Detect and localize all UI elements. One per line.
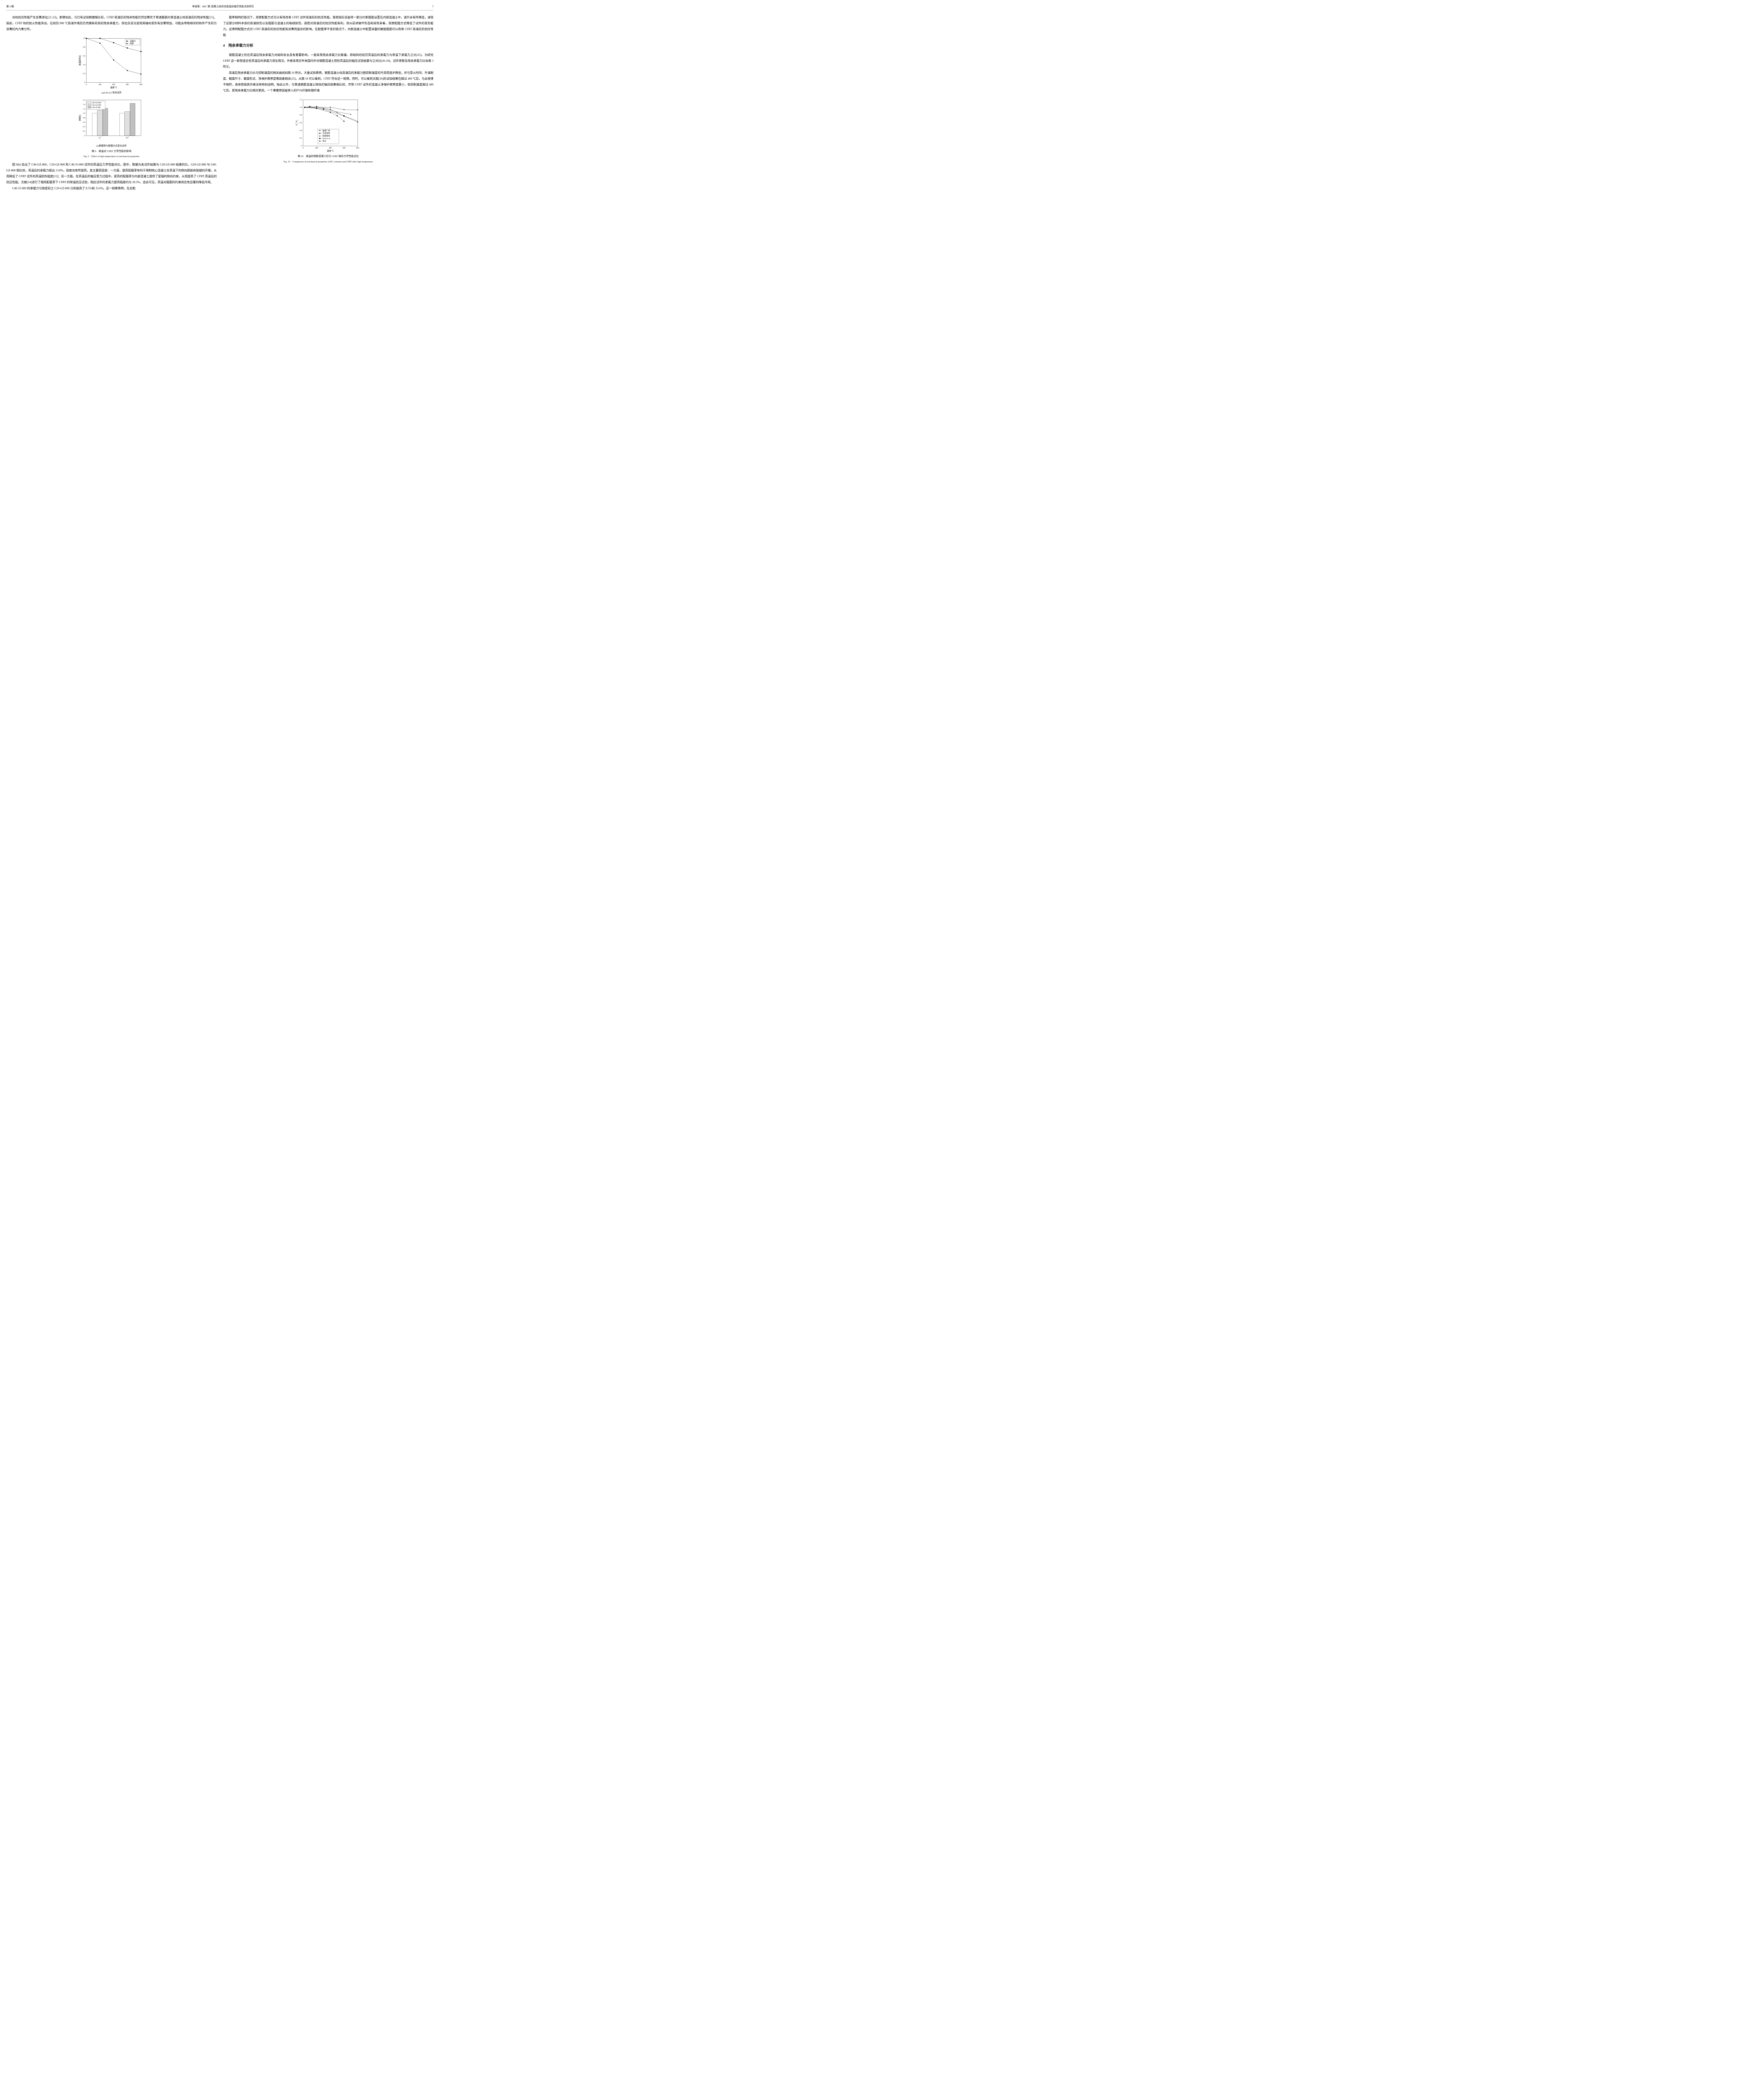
svg-text:0.6: 0.6 (83, 121, 85, 123)
right-para-3: 高温后残余承载力比与控制温度的相关曲线如图 10 所示。大量试验表明，钢筋混凝土… (223, 70, 434, 93)
svg-text:C40-35-800: C40-35-800 (91, 106, 100, 108)
svg-text:800: 800 (139, 83, 143, 85)
svg-text:1.0: 1.0 (83, 112, 85, 114)
svg-text:刚度: 刚度 (130, 42, 134, 45)
fig10-ylabel: NuT/Nu (295, 120, 299, 126)
svg-text:400: 400 (112, 83, 116, 85)
fig9b-bar (130, 103, 135, 136)
svg-text:1.2: 1.2 (300, 99, 302, 101)
fig9a-xticks: 0 200 400 600 800 (86, 82, 142, 85)
svg-text:0.2: 0.2 (83, 72, 85, 74)
svg-text:0.8: 0.8 (83, 117, 85, 119)
fig10-caption-cn: 图 10 高温后钢筋混凝土柱与 CFRT 轴压力学性能对比 (223, 154, 434, 159)
svg-text:0: 0 (84, 134, 86, 136)
svg-text:0: 0 (302, 147, 304, 149)
svg-text:0: 0 (86, 83, 87, 85)
svg-text:Zaidi et al.: Zaidi et al. (323, 137, 331, 139)
fig9b-bar (125, 112, 130, 136)
fig9b-bar (97, 110, 103, 136)
fig9a-xlabel: 温度/℃ (110, 86, 117, 89)
svg-text:1.0: 1.0 (83, 37, 85, 39)
fig9b-bar (92, 113, 97, 136)
page-number: 7 (432, 4, 434, 9)
right-para-1: 箍率相同的情况下，双层配箍方式可以有效改善 CFRT 试件高温后的抗压性能。其原… (223, 14, 434, 38)
left-para-2: 图 9(b) 给出了 C40-GZ-800、C20-GZ-800 和 C40-3… (6, 162, 217, 185)
fig9-caption-cn: 图 9 高温对 CFRT 力学性能的影响 (6, 149, 217, 154)
page-header: 第 9 期 单波等：RPC 管-混凝土组合柱高温后轴压性能试验研究 7 (6, 4, 434, 10)
svg-text:张家铭等: 张家铭等 (323, 134, 330, 137)
svg-text:0.4: 0.4 (83, 126, 85, 128)
svg-text:1.2: 1.2 (83, 108, 85, 110)
fig9a-subcaption: (a)C40-GZ 系列试件 (6, 90, 217, 94)
content-area: 合柱抗压性能产生显著退化[21-23]。即便如此，与已有试验数据相比较，CFRP… (6, 14, 434, 192)
svg-text:0.6: 0.6 (300, 122, 302, 124)
fig10-yticks: 0 0.2 0.4 0.6 0.8 1.0 1.2 (300, 99, 302, 147)
svg-text:600: 600 (126, 83, 129, 85)
fig9b-cat1: NuT (98, 136, 102, 139)
fig10-caption-en: Fig. 10 Comparison of mechanical propert… (223, 159, 434, 163)
svg-text:0: 0 (84, 81, 86, 83)
fig10-xlabel: 温度/℃ (327, 150, 334, 152)
fig9a-svg: 0 200 400 600 800 0 0.2 0.4 0.6 (77, 35, 146, 90)
svg-text:800: 800 (356, 147, 360, 149)
svg-text:C20-GZ-800: C20-GZ-800 (91, 104, 101, 106)
svg-text:0.4: 0.4 (300, 129, 302, 131)
fig9-caption-en: Fig. 9 Effect of high temperature on mec… (6, 154, 217, 158)
svg-text:200: 200 (315, 147, 318, 149)
svg-text:张家广等: 张家广等 (323, 129, 330, 132)
svg-text:1.0: 1.0 (300, 106, 302, 108)
fig10-series-zaidi (305, 107, 358, 121)
fig9a-ylabel: 高温损伤比 (79, 55, 82, 66)
fig10-series-benwen (305, 107, 358, 122)
fig9b-subcaption: (b)配箍率与配箍方式变化试件 (6, 144, 217, 148)
left-para-3: C40-35-800 的承载力与刚度较之 C20-GZ-800 分别提高了 8.… (6, 185, 217, 191)
fig9a-yticks: 0 0.2 0.4 0.6 0.8 1.0 (83, 37, 86, 83)
figure-10: 0 200 400 600 800 0 0.2 0.4 0.6 (223, 97, 434, 164)
left-column: 合柱抗压性能产生显著退化[21-23]。即便如此，与已有试验数据相比较，CFRP… (6, 14, 217, 192)
fig9b-bar (119, 113, 125, 136)
section-4-title: 4 残余承载力分析 (223, 42, 434, 49)
figure-9a: 0 200 400 600 800 0 0.2 0.4 0.6 (6, 35, 217, 95)
fig9b-bar (103, 108, 108, 136)
svg-text:0.8: 0.8 (83, 46, 85, 48)
issue-label: 第 9 期 (6, 4, 14, 9)
figure-9b: 0 0.2 0.4 0.6 0.8 1.0 1.2 1.4 1.6 参数比 (6, 98, 217, 158)
svg-text:0.4: 0.4 (83, 63, 85, 66)
svg-text:0.2: 0.2 (300, 137, 302, 139)
right-column: 箍率相同的情况下，双层配箍方式可以有效改善 CFRT 试件高温后的抗压性能。其原… (223, 14, 434, 192)
svg-text:400: 400 (329, 147, 332, 149)
fig10-series-zhangjiaming (305, 108, 351, 115)
svg-text:200: 200 (99, 83, 102, 85)
fig9b-ylabel: 参数比 (79, 115, 82, 121)
svg-text:0.2: 0.2 (83, 130, 85, 132)
svg-text:C40-GZ-800: C40-GZ-800 (91, 102, 101, 104)
running-title: 单波等：RPC 管-混凝土组合柱高温后轴压性能试验研究 (192, 4, 254, 9)
right-para-2: 钢筋混凝土柱在高温后残余承载力对结构安全具有重要影响，一般采用残余承载力比衡量，… (223, 52, 434, 70)
fig9b-svg: 0 0.2 0.4 0.6 0.8 1.0 1.2 1.4 1.6 参数比 (77, 98, 146, 143)
svg-text:0.8: 0.8 (300, 114, 302, 116)
fig9b-cat2: EAT (125, 136, 129, 139)
fig9b-yticks: 0 0.2 0.4 0.6 0.8 1.0 1.2 1.4 1.6 (83, 99, 85, 136)
fig10-xticks: 0 200 400 600 800 (302, 146, 359, 149)
svg-text:600: 600 (342, 147, 346, 149)
svg-text:0.6: 0.6 (83, 55, 85, 57)
svg-text:1.6: 1.6 (83, 99, 85, 101)
fig10-svg: 0 200 400 600 800 0 0.2 0.4 0.6 (294, 97, 363, 153)
svg-text:王志伟等: 王志伟等 (323, 132, 330, 135)
svg-text:0: 0 (301, 145, 302, 147)
left-para-1: 合柱抗压性能产生显著退化[21-23]。即便如此，与已有试验数据相比较，CFRP… (6, 14, 217, 32)
fig10-series-wangzhiwei (305, 108, 344, 121)
svg-text:1.4: 1.4 (83, 103, 85, 105)
svg-text:本文: 本文 (323, 139, 326, 142)
